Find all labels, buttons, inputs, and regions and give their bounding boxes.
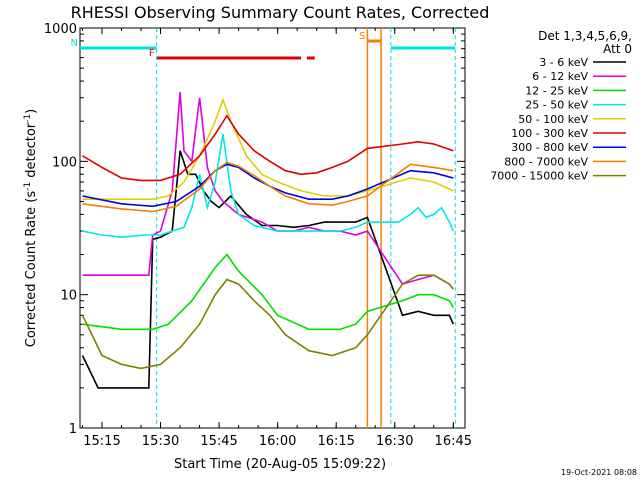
series-line [82, 97, 454, 200]
series-line [81, 274, 454, 370]
legend-label: 3 - 6 keV [539, 56, 588, 69]
y-axis-label: Corrected Count Rate (s-1 detector-1) [23, 109, 39, 347]
flag-label-F: F [149, 48, 155, 59]
axis-ticks: 15:15 15:30 15:45 16:00 16:15 16:30 16:45 1 10 10… [44, 22, 472, 449]
series-line [82, 114, 454, 182]
y-tick-label: 10 [60, 289, 77, 304]
x-tick-label: 15:15 [83, 434, 120, 449]
chart-title: RHESSI Observing Summary Count Rates, Co… [71, 3, 490, 22]
series-line [82, 163, 454, 208]
generation-timestamp: 19-Oct-2021 08:08 [561, 468, 637, 477]
legend-title-detectors: Det 1,3,4,5,6,9, [538, 29, 632, 43]
series-line [82, 133, 455, 239]
x-tick-label: 16:45 [435, 434, 472, 449]
legend-label: 50 - 100 keV [518, 113, 588, 126]
x-tick-label: 15:30 [142, 434, 179, 449]
legend-label: 7000 - 15000 keV [490, 170, 588, 183]
y-tick-label: 100 [52, 155, 77, 170]
series-lines [81, 92, 455, 389]
x-tick-label: 16:00 [259, 434, 296, 449]
legend-label: 6 - 12 keV [532, 70, 588, 83]
series-line [81, 150, 455, 389]
x-tick-label: 15:45 [200, 434, 237, 449]
flag-label-N: N [71, 38, 78, 49]
flag-label-S: S [359, 31, 365, 42]
plot-frame [79, 27, 466, 429]
legend-label: 12 - 25 keV [525, 84, 588, 97]
flag-bars: N F S [71, 28, 456, 428]
y-tick-label: 1 [69, 422, 77, 437]
series-line [82, 253, 454, 331]
y-tick-label: 1000 [44, 22, 77, 37]
x-axis-label: Start Time (20-Aug-05 15:09:22) [174, 457, 386, 472]
legend-label: 800 - 7000 keV [504, 155, 588, 168]
legend-title-attenuator: Att 0 [603, 42, 632, 56]
series-line [82, 161, 454, 213]
legend-label: 100 - 300 keV [511, 127, 588, 140]
legend-label: 300 - 800 keV [511, 141, 588, 154]
x-tick-label: 16:15 [317, 434, 354, 449]
x-tick-label: 16:30 [376, 434, 413, 449]
legend-label: 25 - 50 keV [525, 99, 588, 112]
